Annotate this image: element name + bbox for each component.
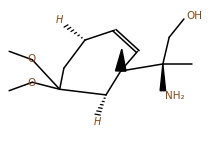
Text: H: H [56, 15, 63, 25]
Text: OH: OH [186, 11, 202, 21]
Text: O: O [27, 54, 35, 64]
Polygon shape [116, 49, 126, 71]
Polygon shape [160, 64, 166, 91]
Text: H: H [94, 117, 101, 127]
Text: O: O [27, 78, 35, 88]
Text: NH₂: NH₂ [165, 91, 185, 101]
